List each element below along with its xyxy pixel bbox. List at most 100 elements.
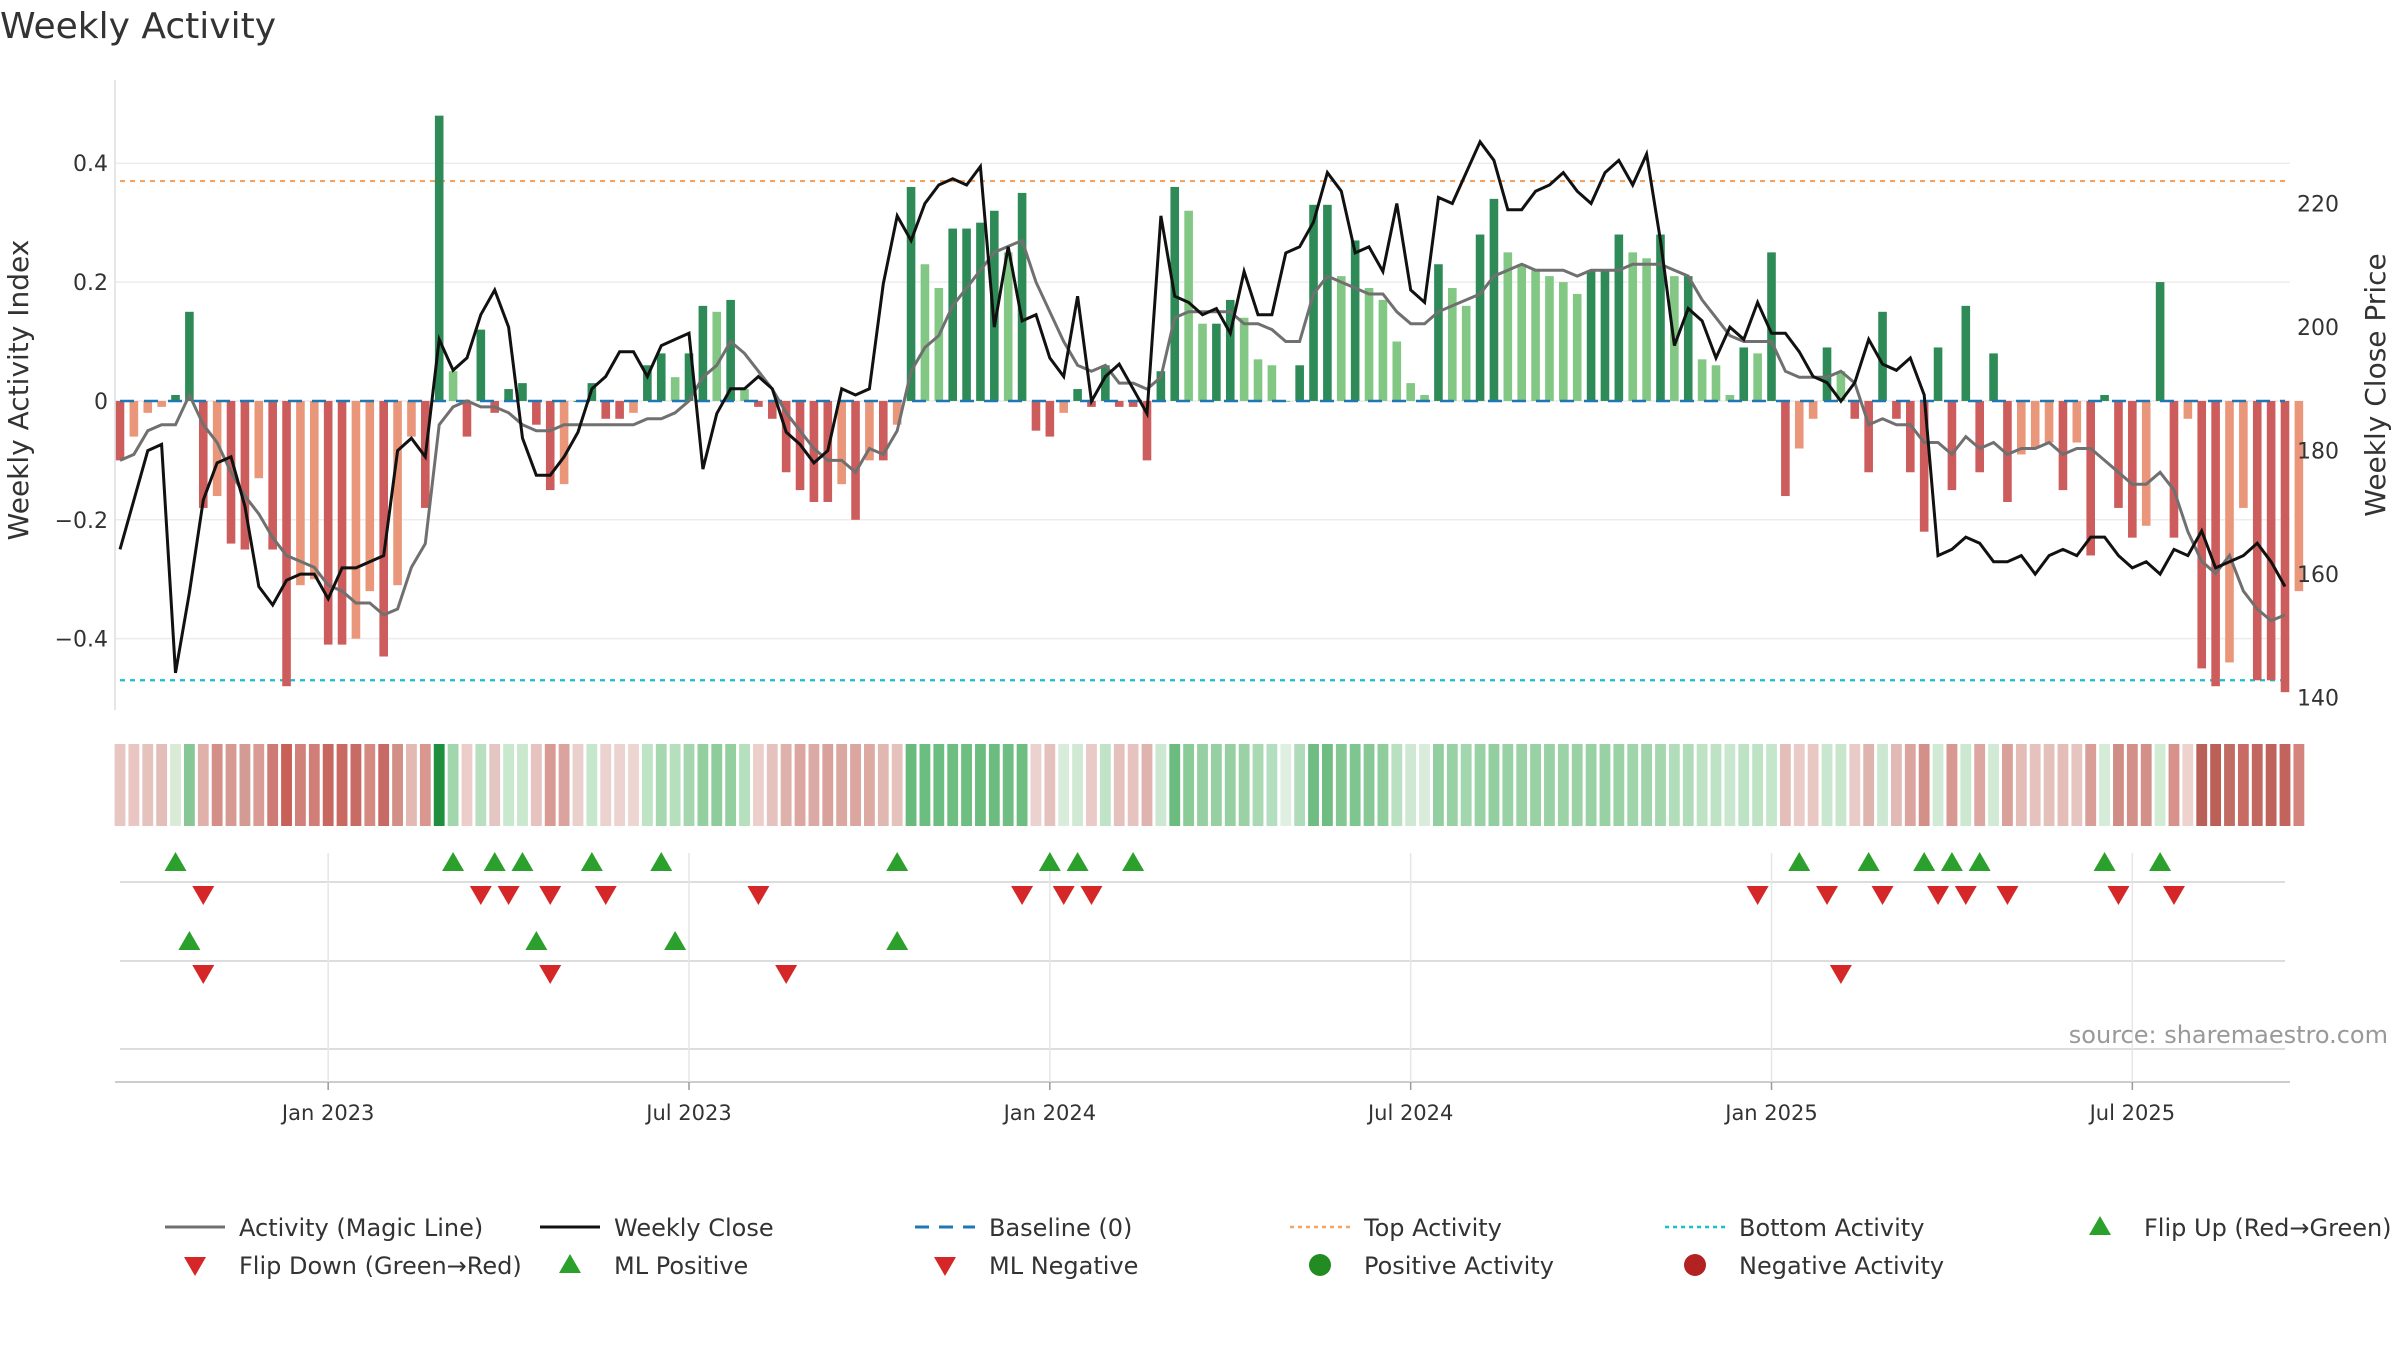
flip-down-marker [1996,886,2019,905]
legend-label: Bottom Activity [1739,1214,1924,1242]
strip-cell [1266,744,1278,826]
strip-cell [183,744,195,826]
strip-cell [1835,744,1847,826]
strip-cell [406,744,417,826]
y2-axis-label: Weekly Close Price [2359,253,2392,516]
strip-cell [1849,744,1861,826]
activity-bar [1309,204,1318,401]
strip-cell [308,744,320,826]
strip-cell [808,744,820,826]
ml-negative-marker [192,965,215,984]
strip-cell [114,744,126,826]
flip-up-marker [886,852,909,871]
activity-bar [2100,395,2109,401]
strip-cell [1890,744,1902,826]
strip-cell [822,744,834,826]
strip-cell [683,744,695,826]
reference-lines [120,179,2285,682]
strip-cell [350,744,362,826]
activity-bar [948,228,957,401]
strip-cell [1641,744,1653,826]
activity-bar [1031,400,1041,431]
strip-cell [1502,744,1514,826]
legend-label: Activity (Magic Line) [239,1214,483,1242]
x-ticks: Jan 2023 Jul 2023 Jan 2024 Jul 2024 Jan 2025… [280,1082,2175,1125]
strip-cell [336,744,348,826]
activity-bar [1864,400,1873,473]
strip-cell [752,744,764,826]
activity-bar [157,400,166,407]
strip-cell [170,744,181,826]
strip-cell [1627,744,1639,826]
strip-cell [628,744,639,826]
magic-line [119,238,2286,623]
strip-cell [1294,744,1306,826]
activity-bar [545,400,555,491]
strip-cell [1210,744,1222,826]
legend-swatch [559,1254,581,1273]
activity-bar [1267,365,1277,401]
strip-cell [1668,744,1680,826]
activity-bar [1919,400,1929,532]
strip-cell [2279,744,2291,826]
strip-cell [1433,744,1444,826]
activity-bar [1475,234,1485,401]
flip-up-marker [2149,852,2172,871]
flip-down-marker [1954,886,1977,905]
strip-cell [1141,744,1153,826]
legend-label: ML Positive [614,1252,748,1280]
activity-bar [712,311,722,401]
strip-cell [2002,744,2013,826]
activity-bar [2266,400,2276,681]
strip-cell [2085,744,2097,826]
flip-up-marker [2093,852,2116,871]
strip-cell [1682,744,1694,826]
activity-bar [1933,347,1943,401]
strip-cell [2265,744,2277,826]
legend-item-ml-positive: ML Positive [559,1252,748,1280]
flip-down-marker [2162,886,2185,905]
activity-bar [1683,276,1693,401]
strip-cell [1363,744,1375,826]
flip-down-marker [747,886,770,905]
legend-label: ML Negative [989,1252,1138,1280]
activity-bar [296,400,305,586]
activity-bar [115,400,125,461]
activity-bar [1531,270,1540,401]
legend-label: Flip Down (Green→Red) [239,1252,522,1280]
x-tick-label: Jan 2025 [1723,1101,1818,1125]
strip-cell [877,744,889,826]
strip-cell [1613,744,1625,826]
activity-bar [976,222,985,401]
activity-bar [1198,323,1207,401]
activity-bar [740,389,749,401]
activity-bar [448,371,458,401]
activity-bar [1059,400,1069,413]
strip-cell [1863,744,1875,826]
activity-bar [837,400,846,485]
flip-down-marker [469,886,492,905]
strip-cell [891,744,903,826]
activity-bar [2128,400,2137,538]
activity-bar [2225,400,2234,663]
strip-cell [419,744,431,826]
strip-cell [1058,744,1070,826]
activity-bar [2211,400,2220,687]
activity-bar [434,115,444,401]
activity-bar [809,400,819,502]
activity-bar [1295,365,1304,401]
strip-cell [1086,744,1097,826]
flip-up-marker [164,852,187,871]
strip-cell [780,744,792,826]
strip-cell [225,744,237,826]
activity-bar [365,400,375,592]
activity-bar [2183,400,2193,419]
activity-bar [559,400,569,485]
strip-cell [378,744,390,826]
activity-bar [1878,311,1887,401]
strip-cell [1724,744,1736,826]
strip-cell [1779,744,1791,826]
activity-bar [934,288,944,401]
strip-cell [2182,744,2194,826]
